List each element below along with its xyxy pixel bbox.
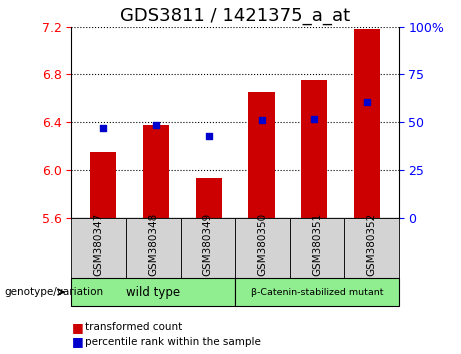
Point [311,116,318,121]
Point [258,117,265,122]
Point [100,125,107,131]
Bar [143,125,169,218]
Point [363,99,371,105]
Title: GDS3811 / 1421375_a_at: GDS3811 / 1421375_a_at [120,7,350,25]
Text: GSM380349: GSM380349 [203,213,213,276]
Text: β-Catenin-stabilized mutant: β-Catenin-stabilized mutant [251,287,383,297]
Text: percentile rank within the sample: percentile rank within the sample [85,337,261,347]
Point [205,133,213,139]
Bar [195,178,222,218]
Text: GSM380347: GSM380347 [94,213,104,276]
Text: genotype/variation: genotype/variation [5,287,104,297]
Text: ■: ■ [71,335,83,348]
Point [152,122,160,127]
Text: GSM380350: GSM380350 [257,213,267,276]
Text: GSM380348: GSM380348 [148,213,158,276]
Text: wild type: wild type [126,286,180,298]
Bar [301,80,327,218]
Bar [248,92,275,218]
Text: transformed count: transformed count [85,322,183,332]
Bar [90,152,116,218]
Text: GSM380351: GSM380351 [312,213,322,276]
Text: ■: ■ [71,321,83,334]
Bar [354,29,380,218]
Text: GSM380352: GSM380352 [366,213,377,276]
